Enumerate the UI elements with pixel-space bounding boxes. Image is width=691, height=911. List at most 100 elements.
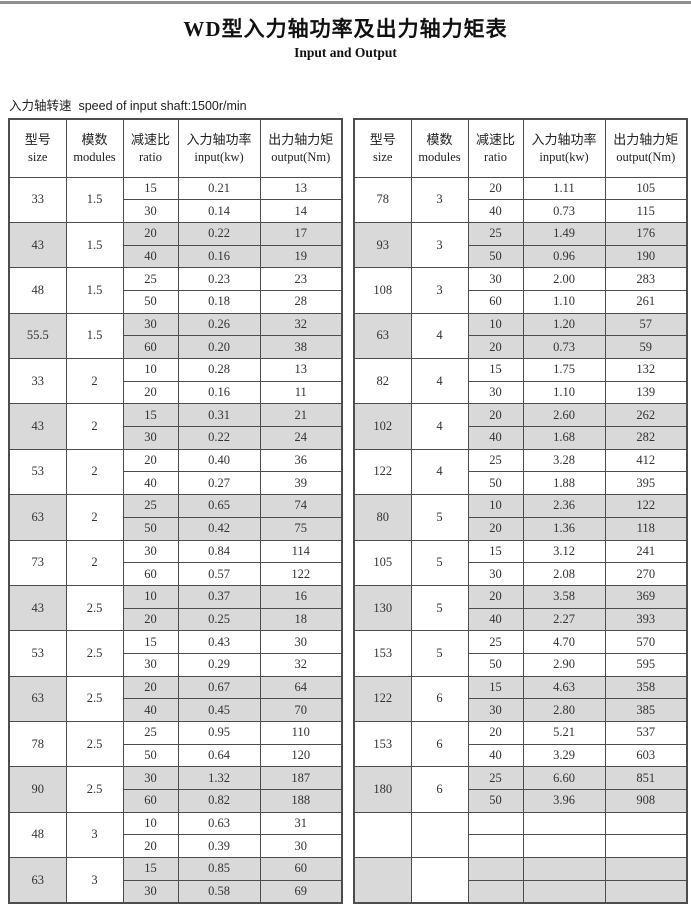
header-row: 型号 size 模数 modules 减速比 ratio 入力轴功率 input(kw)… (353, 118, 688, 178)
size-cell: 73 (8, 539, 67, 586)
output-torque-cell: 36 (259, 448, 343, 473)
size-cell: 43 (8, 403, 67, 450)
modules-cell: 2.5 (65, 584, 124, 632)
input-power-cell: 2.80 (522, 698, 606, 722)
ratio-cell: 50 (467, 244, 524, 269)
size-cell: 78 (353, 176, 412, 223)
ratio-cell: 25 (467, 448, 524, 473)
input-power-cell: 0.63 (177, 811, 261, 836)
table-row: 153 5 25 4.70 570 (353, 630, 688, 677)
table-row: 30 2.08 270 (354, 562, 688, 586)
input-power-cell: 0.37 (177, 584, 261, 609)
output-torque-cell: 851 (604, 766, 688, 791)
header-row: 型号 size 模数 modules 减速比 ratio 入力轴功率 input(kw)… (8, 118, 343, 178)
input-power-cell: 0.18 (177, 289, 261, 314)
ratio-cell: 10 (122, 811, 179, 836)
input-power-cell: 2.00 (522, 267, 606, 291)
table-row: 40 1.68 282 (354, 426, 688, 450)
output-torque-cell: 11 (259, 380, 343, 405)
table-row: 48 3 10 0.63 31 (8, 811, 343, 859)
power-torque-table-right: 型号 size 模数 modules 减速比 ratio 入力轴功率 input(kw)… (353, 118, 688, 904)
modules-cell: 5 (410, 539, 469, 586)
page-title: WD型入力轴功率及出力轴力矩表 (183, 17, 508, 41)
size-cell: 153 (353, 630, 412, 677)
input-power-cell: 0.23 (177, 267, 261, 291)
output-torque-cell: 114 (259, 539, 343, 564)
output-torque-cell: 187 (259, 766, 343, 791)
size-cell: 82 (353, 357, 412, 405)
modules-cell: 5 (410, 584, 469, 632)
modules-cell: 2.5 (65, 766, 124, 813)
input-power-cell: 0.82 (177, 789, 261, 813)
input-power-cell: 0.31 (177, 403, 261, 428)
output-torque-cell: 39 (259, 471, 343, 496)
table-row: 60 1.10 261 (354, 289, 688, 314)
input-power-cell: 0.27 (177, 471, 261, 496)
input-power-cell: 0.73 (522, 199, 606, 223)
input-power-cell: 1.49 (522, 221, 606, 246)
speed-note-zh: 入力轴转速 (9, 99, 72, 113)
table-row: 43 2 15 0.31 21 (8, 403, 343, 450)
output-torque-cell (604, 834, 688, 859)
output-torque-cell: 74 (259, 494, 343, 518)
table-row: 53 2.5 15 0.43 30 (8, 630, 343, 677)
table-row: 50 2.90 595 (354, 652, 688, 677)
ratio-cell: 60 (467, 289, 524, 314)
table-row: 40 0.16 19 (9, 244, 343, 269)
ratio-cell: 50 (467, 789, 524, 813)
table-row: 63 2 25 0.65 74 (8, 494, 343, 541)
output-torque-cell: 603 (604, 743, 688, 768)
output-torque-cell: 358 (604, 675, 688, 700)
ratio-cell: 40 (122, 698, 179, 722)
output-torque-cell: 122 (259, 562, 343, 586)
input-power-cell: 1.32 (177, 766, 261, 791)
modules-cell: 3 (410, 221, 469, 269)
output-torque-cell: 188 (259, 789, 343, 813)
header-modules: 模数 modules (65, 118, 124, 178)
ratio-cell: 50 (467, 471, 524, 496)
modules-cell: 3 (65, 857, 124, 904)
table-row: 50 1.88 395 (354, 471, 688, 496)
table-row: 50 3.96 908 (354, 789, 688, 813)
modules-cell (410, 811, 469, 859)
output-torque-cell: 570 (604, 630, 688, 654)
table-row: 105 5 15 3.12 241 (353, 539, 688, 586)
output-torque-cell: 595 (604, 652, 688, 677)
output-torque-cell: 69 (259, 879, 343, 904)
ratio-cell: 40 (467, 199, 524, 223)
ratio-cell: 20 (467, 335, 524, 359)
input-power-cell: 0.65 (177, 494, 261, 518)
ratio-cell: 25 (467, 221, 524, 246)
output-torque-cell: 16 (259, 584, 343, 609)
ratio-cell: 30 (467, 562, 524, 586)
header-modules: 模数 modules (410, 118, 469, 178)
output-torque-cell: 241 (604, 539, 688, 564)
output-torque-cell: 28 (259, 289, 343, 314)
header-size: 型号 size (353, 118, 412, 178)
modules-cell: 4 (410, 448, 469, 496)
input-power-cell: 3.28 (522, 448, 606, 473)
output-torque-cell: 282 (604, 426, 688, 450)
table-row: 60 0.20 38 (9, 335, 343, 359)
input-power-cell: 5.21 (522, 721, 606, 745)
input-power-cell (522, 857, 606, 881)
table-row: 78 3 20 1.11 105 (353, 176, 688, 223)
output-torque-cell: 537 (604, 721, 688, 745)
table-row: 82 4 15 1.75 132 (353, 357, 688, 405)
table-row: 40 3.29 603 (354, 743, 688, 768)
ratio-cell: 20 (122, 607, 179, 632)
ratio-cell: 15 (122, 176, 179, 201)
size-cell: 63 (8, 675, 67, 723)
input-power-cell: 1.36 (522, 516, 606, 541)
ratio-cell: 40 (467, 426, 524, 450)
table-row: 30 0.22 24 (9, 426, 343, 450)
modules-cell: 1.5 (65, 176, 124, 223)
ratio-cell: 50 (122, 516, 179, 541)
input-power-cell: 0.42 (177, 516, 261, 541)
table-row: 93 3 25 1.49 176 (353, 221, 688, 269)
table-row: 63 2.5 20 0.67 64 (8, 675, 343, 723)
ratio-cell: 30 (122, 879, 179, 904)
header-input: 入力轴功率 input(kw) (522, 118, 606, 178)
output-torque-cell: 261 (604, 289, 688, 314)
input-power-cell (522, 811, 606, 836)
